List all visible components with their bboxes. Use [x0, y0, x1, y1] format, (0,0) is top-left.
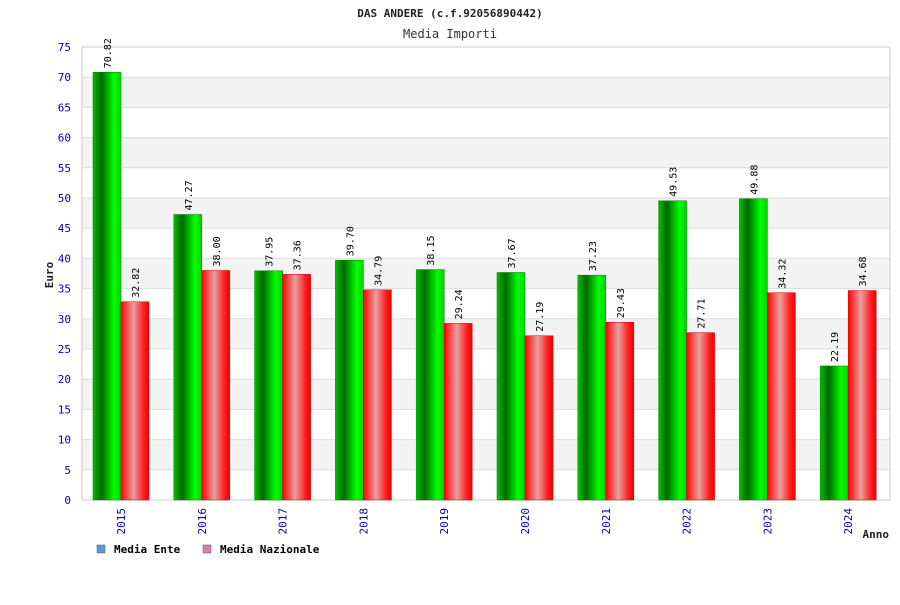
- y-axis-label: Euro: [43, 261, 56, 288]
- y-tick-label: 5: [64, 464, 71, 477]
- y-tick-label: 35: [58, 283, 71, 296]
- y-tick-label: 30: [58, 313, 71, 326]
- y-axis-ticks: 0 5 10 15 20 25 30 35 40 45 50 55 60 65 70 75: [58, 41, 71, 507]
- bar-media-ente-2023: [739, 198, 768, 501]
- data-label: 37.36: [293, 240, 304, 270]
- data-label: 38.00: [212, 236, 223, 266]
- x-tick-label: 2023: [761, 508, 774, 535]
- data-label: 27.71: [697, 299, 708, 329]
- data-label: 37.23: [588, 241, 599, 271]
- x-tick-label: 2022: [681, 508, 694, 535]
- chart-subtitle: Media Importi: [403, 27, 497, 41]
- legend-swatch-media-nazionale: [202, 544, 212, 554]
- bar-media-ente-2016: [173, 214, 203, 501]
- legend-label-media-nazionale: Media Nazionale: [220, 543, 320, 556]
- bar-media-nazionale-2024: [847, 290, 877, 501]
- bar-media-nazionale-2020: [524, 335, 554, 501]
- data-label: 47.27: [184, 180, 195, 210]
- chart-title: DAS ANDERE (c.f.92056890442): [357, 7, 542, 20]
- data-label: 70.82: [103, 38, 114, 68]
- data-label: 27.19: [535, 302, 546, 332]
- bar-media-ente-2020: [496, 272, 526, 501]
- data-label: 32.82: [131, 268, 142, 298]
- data-label: 29.24: [454, 289, 465, 319]
- y-tick-label: 60: [58, 132, 71, 145]
- data-labels: 70.82 32.82 47.27 38.00 37.95 37.36 39.70 34.79…: [103, 38, 869, 362]
- bar-media-nazionale-2021: [605, 321, 635, 501]
- bar-media-nazionale-2015: [120, 301, 150, 501]
- grid-band: [82, 228, 890, 259]
- bar-media-nazionale-2022: [686, 332, 715, 501]
- y-tick-label: 70: [58, 71, 71, 84]
- data-label: 39.70: [345, 226, 356, 256]
- legend-label-media-ente: Media Ente: [114, 543, 181, 556]
- x-tick-label: 2017: [277, 508, 290, 535]
- x-axis-label: Anno: [863, 528, 890, 541]
- x-tick-label: 2015: [115, 508, 128, 535]
- data-label: 49.88: [749, 165, 760, 195]
- x-tick-label: 2018: [357, 508, 370, 535]
- legend: Media Ente Media Nazionale: [96, 543, 320, 556]
- grid-band: [82, 137, 890, 168]
- bar-media-ente-2021: [577, 274, 607, 501]
- data-label: 34.32: [777, 259, 788, 289]
- grid-band: [82, 47, 890, 78]
- y-tick-label: 65: [58, 101, 71, 114]
- y-tick-label: 0: [64, 494, 71, 507]
- bar-media-ente-2017: [254, 270, 283, 501]
- bars: [92, 71, 877, 501]
- y-tick-label: 25: [58, 343, 71, 356]
- grid-band: [82, 77, 890, 108]
- bar-media-ente-2019: [415, 269, 445, 501]
- bar-media-nazionale-2018: [363, 289, 392, 501]
- y-tick-label: 20: [58, 373, 71, 386]
- bar-media-nazionale-2023: [767, 292, 796, 501]
- plot-border: [81, 46, 891, 501]
- data-label: 22.19: [830, 332, 841, 362]
- bar-media-ente-2024: [819, 365, 849, 501]
- legend-swatch-media-ente: [96, 544, 106, 554]
- data-label: 29.43: [616, 288, 627, 318]
- bar-media-nazionale-2016: [201, 270, 231, 501]
- y-tick-label: 55: [58, 162, 71, 175]
- data-label: 34.79: [373, 256, 384, 286]
- data-label: 34.68: [858, 256, 869, 286]
- y-tick-label: 15: [58, 403, 71, 416]
- data-label: 38.15: [426, 235, 437, 265]
- bar-media-ente-2022: [658, 200, 687, 501]
- data-label: 37.95: [265, 237, 276, 267]
- bar-media-ente-2015: [92, 71, 122, 501]
- x-tick-label: 2016: [196, 508, 209, 535]
- bar-media-ente-2018: [335, 259, 364, 501]
- y-tick-label: 10: [58, 434, 71, 447]
- y-tick-label: 75: [58, 41, 71, 54]
- x-tick-label: 2019: [438, 508, 451, 535]
- y-tick-label: 40: [58, 252, 71, 265]
- grid-band: [82, 167, 890, 198]
- grid-band: [82, 107, 890, 138]
- y-tick-label: 45: [58, 222, 71, 235]
- grid-band: [82, 198, 890, 229]
- bar-media-nazionale-2017: [282, 274, 311, 501]
- y-tick-label: 50: [58, 192, 71, 205]
- bar-media-nazionale-2019: [443, 323, 473, 501]
- x-tick-label: 2021: [600, 508, 613, 535]
- x-tick-label: 2024: [842, 508, 855, 535]
- data-label: 49.53: [669, 167, 680, 197]
- x-tick-label: 2020: [519, 508, 532, 535]
- data-label: 37.67: [507, 238, 518, 268]
- x-axis-ticks: 2015 2016 2017 2018 2019 2020 2021 2022 2023 2024: [115, 508, 855, 535]
